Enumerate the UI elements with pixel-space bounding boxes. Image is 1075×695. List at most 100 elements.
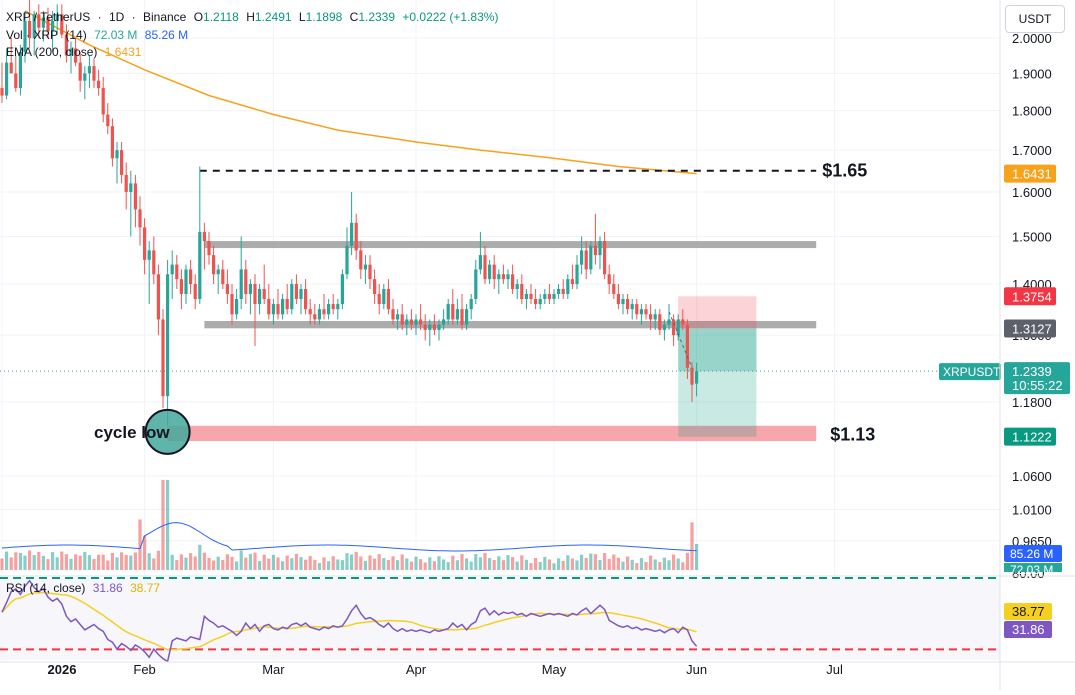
volume-bar xyxy=(409,561,413,570)
volume-bar xyxy=(488,558,492,570)
volume-bar xyxy=(414,556,418,570)
volume-bar xyxy=(386,560,390,570)
candle xyxy=(304,279,308,315)
candle xyxy=(175,255,179,290)
candle xyxy=(239,236,243,310)
volume-bar xyxy=(529,563,533,570)
candle-body xyxy=(184,269,188,294)
candle-body xyxy=(198,231,202,300)
candle-body xyxy=(685,324,689,368)
volume-bar xyxy=(368,555,372,570)
volume-bar xyxy=(400,554,404,570)
volume-bar xyxy=(598,560,602,570)
candle xyxy=(400,304,404,330)
candle xyxy=(589,241,593,275)
candle-body xyxy=(446,304,450,320)
candle-body xyxy=(676,319,680,336)
candle xyxy=(0,62,4,104)
candle-body xyxy=(179,279,183,294)
candle xyxy=(474,259,478,305)
candle-body xyxy=(488,264,492,280)
volume-bar xyxy=(501,560,505,570)
volume-bar xyxy=(442,559,446,570)
candle xyxy=(626,293,630,315)
candle-body xyxy=(202,231,206,242)
volume-legend[interactable]: Vol · XRP (14) 72.03 M 85.26 M xyxy=(6,28,192,42)
candle-body xyxy=(405,319,409,325)
candle-body xyxy=(478,255,482,270)
candle xyxy=(681,309,685,330)
candle-body xyxy=(101,88,105,115)
candle xyxy=(428,319,432,346)
ema-legend[interactable]: EMA (200, close) 1.6431 xyxy=(6,45,145,59)
candle xyxy=(317,304,321,325)
interval-label[interactable]: 1D xyxy=(108,10,125,24)
candle-body xyxy=(483,255,487,280)
volume-bar xyxy=(635,563,639,570)
price-tag-target xyxy=(1004,427,1056,446)
candle xyxy=(9,38,13,74)
high-label: H xyxy=(246,10,255,24)
candle xyxy=(676,314,680,341)
volume-bar xyxy=(207,557,211,570)
volume-bar xyxy=(161,480,165,570)
volume-bar xyxy=(534,558,538,570)
low-value: 1.1898 xyxy=(305,10,343,24)
volume-bar xyxy=(497,556,501,570)
currency-button[interactable]: USDT xyxy=(1005,5,1065,33)
candle-body xyxy=(391,309,395,320)
volume-bar xyxy=(340,560,344,570)
volume-bar xyxy=(0,558,4,570)
candle-body xyxy=(331,304,335,310)
candle-body xyxy=(465,309,469,325)
volume-bar xyxy=(681,562,685,570)
candle-body xyxy=(207,241,211,256)
volume-bar xyxy=(446,562,450,570)
volume-bar xyxy=(239,550,243,570)
volume-bar xyxy=(437,556,441,570)
candle xyxy=(649,304,653,330)
candle xyxy=(147,241,151,305)
candle xyxy=(202,222,206,270)
candle-body xyxy=(681,319,685,325)
volume-bar xyxy=(23,555,27,570)
volume-bar xyxy=(584,557,588,570)
volume-bar xyxy=(304,559,308,570)
candle-body xyxy=(221,269,225,285)
candle xyxy=(340,269,344,310)
candle xyxy=(69,41,73,74)
bar-countdown: 10:55:22 xyxy=(1012,378,1063,393)
candle-body xyxy=(147,250,151,260)
candle-body xyxy=(409,319,413,325)
rsi-legend[interactable]: RSI (14, close) 31.86 38.77 xyxy=(6,581,164,595)
volume-bar xyxy=(474,554,478,570)
time-axis-label: Feb xyxy=(133,662,155,677)
volume-bar xyxy=(566,555,570,570)
candle xyxy=(437,319,441,341)
candle-body xyxy=(115,150,119,159)
volume-bar xyxy=(506,555,510,570)
candle-body xyxy=(373,279,377,294)
candle xyxy=(423,314,427,341)
candle xyxy=(612,274,616,300)
candle-body xyxy=(690,367,694,385)
candle xyxy=(97,69,101,96)
candle-body xyxy=(557,289,561,294)
candle-body xyxy=(667,319,671,325)
candle-body xyxy=(87,66,91,74)
candle-body xyxy=(529,293,533,300)
volume-bar xyxy=(92,559,96,570)
candle-body xyxy=(630,304,634,310)
candle-body xyxy=(248,284,252,294)
volume-bar xyxy=(221,559,225,570)
candle xyxy=(230,284,234,325)
candle-body xyxy=(212,255,216,275)
candle-body xyxy=(345,245,349,275)
volume-bar xyxy=(97,554,101,570)
volume-tag xyxy=(1004,563,1062,572)
candle xyxy=(294,274,298,305)
candle xyxy=(543,289,547,305)
symbol-name[interactable]: XRP / TetherUS xyxy=(6,10,91,24)
